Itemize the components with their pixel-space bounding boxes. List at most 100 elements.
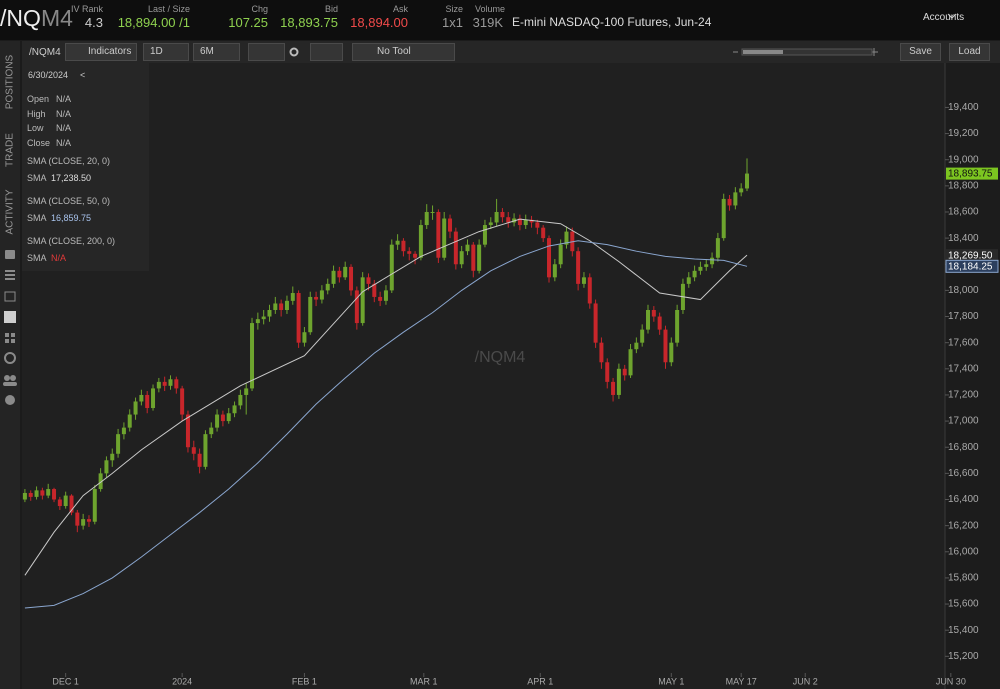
candle-body [92, 489, 97, 522]
candle-body [168, 379, 173, 386]
study-name: SMA (CLOSE, 50, 0) [27, 196, 111, 206]
indicators-button[interactable]: Indicators [65, 43, 137, 61]
load-button[interactable]: Load [949, 43, 990, 61]
candle-body [139, 394, 144, 402]
candle-body [267, 310, 272, 317]
candle-body [721, 198, 726, 239]
row-value: N/A [56, 108, 72, 119]
candle-body [657, 316, 662, 330]
y-tick-label: 18,600 [948, 207, 979, 218]
interval-button[interactable]: 1D [143, 43, 189, 61]
watermark: /NQM4 [475, 349, 526, 366]
candle-body [220, 414, 225, 422]
toolbar-button[interactable] [248, 43, 285, 61]
candle-body [640, 329, 645, 343]
symbol: /NQ [0, 5, 41, 31]
y-tick-label: 18,000 [948, 285, 979, 296]
tool-button[interactable]: No Tool [352, 43, 455, 61]
candle-body [75, 512, 80, 526]
candle-body [552, 264, 557, 278]
field-label: IV Rank [70, 4, 103, 14]
candle-body [296, 293, 301, 343]
candle-body [547, 238, 552, 278]
x-tick-label: 2024 [172, 676, 192, 686]
candle-body [616, 368, 621, 395]
candle-body [593, 303, 598, 343]
save-button[interactable]: Save [900, 43, 941, 61]
candle-body [378, 296, 383, 301]
y-tick-label: 19,200 [948, 128, 979, 139]
candle-body [46, 489, 51, 496]
x-tick-label: MAR 1 [410, 676, 438, 686]
candle-body [383, 290, 388, 301]
row-value: N/A [56, 94, 72, 104]
candle-body [226, 413, 231, 422]
candle-body [523, 219, 528, 226]
candle-body [40, 490, 45, 496]
candle-body [372, 283, 377, 297]
side-tab[interactable]: ACTIVITY [4, 189, 16, 235]
x-tick-label: JUN 30 [936, 676, 966, 686]
toolbar-button[interactable] [310, 43, 343, 61]
study-name: SMA (CLOSE, 20, 0) [27, 156, 111, 166]
y-tick-label: 17,200 [948, 390, 979, 401]
x-tick-label: JUN 2 [793, 676, 818, 686]
candle-body [98, 473, 103, 490]
candle-body [686, 277, 691, 284]
candle-body [191, 447, 196, 454]
candle-body [63, 495, 68, 507]
price-tag-label: 18,893.75 [948, 169, 993, 180]
candle-body [488, 222, 493, 226]
y-tick-label: 17,800 [948, 311, 979, 322]
candle-body [576, 251, 581, 284]
candle-body [506, 217, 511, 223]
x-tick-label: MAY 17 [726, 676, 757, 686]
candle-body [558, 244, 563, 265]
price-tag [946, 249, 998, 262]
study-value: N/A [51, 253, 67, 263]
side-tab[interactable]: TRADE [4, 133, 16, 167]
candle-body [197, 453, 202, 467]
candle-body [517, 218, 522, 226]
row-label: Close [27, 137, 51, 148]
y-tick-label: 17,400 [948, 363, 979, 374]
candle-body [622, 368, 627, 376]
sma-line [24, 240, 748, 609]
x-tick-label: FEB 1 [292, 676, 317, 686]
candle-body [436, 211, 441, 258]
row-label: Open [27, 94, 50, 104]
accounts-menu[interactable]: Accounts [923, 12, 965, 23]
candle-body [581, 277, 586, 284]
candle-body [500, 211, 505, 218]
range-button[interactable]: 6M [193, 43, 240, 61]
candle-body [459, 251, 464, 265]
study-name: SMA (CLOSE, 200, 0) [27, 236, 116, 246]
symbol-month: M4 [41, 5, 73, 31]
candle-body [529, 219, 534, 223]
panel-date: 6/30/2024 [28, 70, 69, 80]
candle-body [675, 310, 680, 343]
study-value: 16,859.75 [51, 213, 92, 223]
candle-body [413, 253, 418, 258]
candle-body [145, 394, 150, 409]
candle-body [634, 342, 639, 350]
field-value: 18,894.00 /1 [117, 15, 190, 30]
candle-body [477, 244, 482, 271]
candle-body [151, 388, 156, 409]
info-panel [22, 63, 149, 271]
candle-body [354, 290, 359, 324]
candle-body [343, 266, 348, 278]
side-tab[interactable]: POSITIONS [4, 54, 16, 110]
candle-body [22, 492, 27, 500]
y-tick-label: 17,000 [948, 416, 979, 427]
candle-body [215, 414, 220, 428]
field-value: 1x1 [442, 15, 463, 30]
candle-body [279, 303, 284, 311]
candle-body [314, 296, 319, 300]
study-label: SMA [27, 173, 47, 183]
candle-body [290, 293, 295, 301]
field-value: 4.3 [84, 15, 103, 30]
candle-body [261, 316, 266, 320]
candle-body [698, 266, 703, 271]
